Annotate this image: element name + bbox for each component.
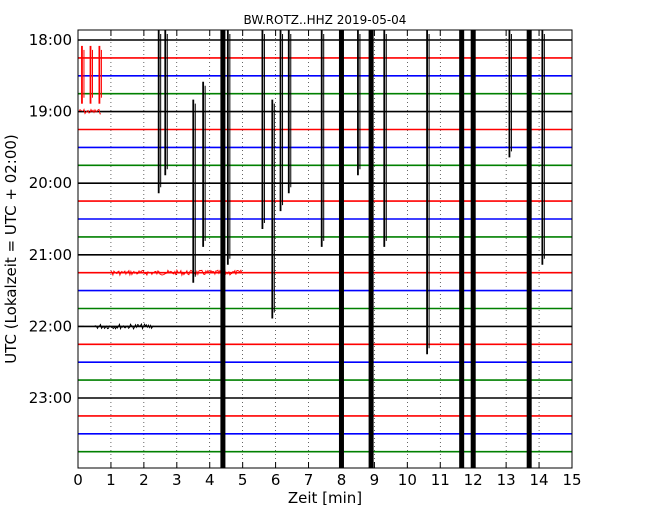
- event-spike: [459, 30, 465, 468]
- plot-frame: [77, 29, 573, 469]
- chart-title: BW.ROTZ..HHZ 2019-05-04: [244, 13, 407, 27]
- x-tick-label: 0: [73, 471, 83, 489]
- x-tick-label: 14: [530, 471, 549, 489]
- x-tick-label: 7: [304, 471, 314, 489]
- y-tick-label: 22:00: [29, 317, 72, 335]
- event-spike: [368, 30, 374, 468]
- x-tick-label: 3: [172, 471, 182, 489]
- y-axis-label: UTC (Lokalzeit = UTC + 02:00): [2, 134, 20, 364]
- x-tick-label: 8: [337, 471, 347, 489]
- event-spike: [338, 30, 344, 468]
- y-tick-label: 23:00: [29, 389, 72, 407]
- x-axis-label: Zeit [min]: [288, 489, 362, 507]
- x-tick-label: 2: [139, 471, 149, 489]
- y-tick-label: 18:00: [29, 31, 72, 49]
- x-tick-label: 10: [398, 471, 417, 489]
- event-spike: [220, 30, 226, 468]
- y-tick-label: 21:00: [29, 246, 72, 264]
- x-axis-ticks: 0 1 2 3 4 5 6 7 8 9 10 11 12 13 14 15: [73, 30, 582, 489]
- noise-burst: [110, 268, 243, 277]
- x-tick-label: 13: [497, 471, 516, 489]
- x-tick-label: 15: [562, 471, 581, 489]
- x-tick-label: 5: [238, 471, 248, 489]
- x-tick-label: 6: [271, 471, 281, 489]
- x-tick-label: 9: [370, 471, 380, 489]
- x-tick-label: 12: [464, 471, 483, 489]
- event-spike: [526, 30, 532, 468]
- event-spike: [470, 30, 476, 468]
- event-spikes: [81, 30, 545, 468]
- x-tick-label: 4: [205, 471, 215, 489]
- x-tick-label: 1: [106, 471, 116, 489]
- x-tick-label: 11: [431, 471, 450, 489]
- y-axis-ticks: 18:00 19:00 20:00 21:00 22:00 23:00: [29, 31, 84, 407]
- y-tick-label: 20:00: [29, 174, 72, 192]
- trace-rows: [77, 39, 572, 453]
- y-tick-label: 19:00: [29, 103, 72, 121]
- noise-burst: [94, 322, 154, 331]
